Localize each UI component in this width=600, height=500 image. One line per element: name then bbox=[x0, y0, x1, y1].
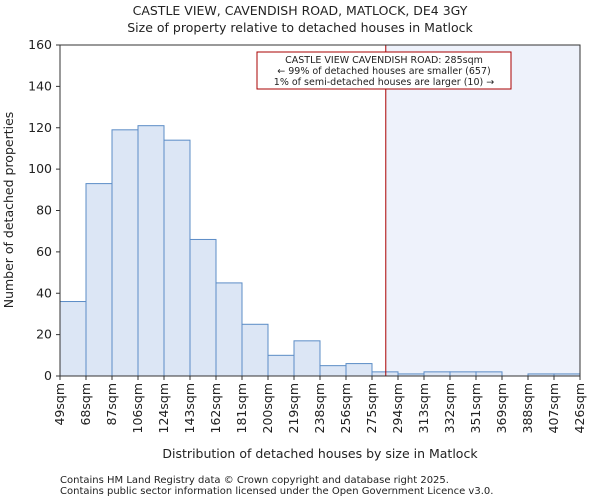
x-tick-label: 87sqm bbox=[104, 383, 119, 426]
y-tick-label: 140 bbox=[28, 78, 52, 93]
bar-332sqm bbox=[449, 371, 477, 377]
x-tick-label: 407sqm bbox=[546, 383, 561, 433]
bar-200sqm bbox=[267, 354, 295, 377]
x-tick-label: 256sqm bbox=[338, 383, 353, 433]
x-tick-label: 351sqm bbox=[468, 383, 483, 433]
bars-group bbox=[59, 125, 581, 377]
x-tick-label: 238sqm bbox=[312, 383, 327, 433]
y-tick-label: 60 bbox=[36, 244, 52, 259]
y-tick-label: 160 bbox=[28, 37, 52, 52]
bar-313sqm bbox=[423, 371, 451, 377]
x-tick-label: 68sqm bbox=[78, 383, 93, 426]
footer-line-1: Contains HM Land Registry data © Crown c… bbox=[60, 475, 449, 486]
bar-219sqm bbox=[293, 340, 321, 377]
x-tick-label: 219sqm bbox=[286, 383, 301, 433]
x-tick-label: 106sqm bbox=[130, 383, 145, 433]
y-tick-label: 100 bbox=[28, 161, 52, 176]
y-axis-label: Number of detached properties bbox=[1, 112, 16, 309]
larger-region-shade bbox=[385, 45, 580, 376]
bar-256sqm bbox=[345, 363, 373, 377]
x-tick-label: 49sqm bbox=[52, 383, 67, 426]
axes-group: 0 20 40 60 80 100 120 140 160 49sqm 68sqm 87sqm 106s… bbox=[28, 37, 587, 433]
x-tick-label: 313sqm bbox=[416, 383, 431, 433]
x-tick-label: 426sqm bbox=[572, 383, 587, 433]
bar-87sqm bbox=[111, 129, 139, 377]
bar-49sqm bbox=[59, 301, 87, 377]
x-tick-label: 275sqm bbox=[364, 383, 379, 433]
y-tick-label: 0 bbox=[44, 368, 52, 383]
x-tick-label: 388sqm bbox=[520, 383, 535, 433]
bar-238sqm bbox=[319, 365, 347, 377]
footer-line-2: Contains public sector information licen… bbox=[60, 486, 493, 497]
bar-106sqm bbox=[137, 125, 165, 377]
x-tick-label: 162sqm bbox=[208, 383, 223, 433]
bar-124sqm bbox=[163, 139, 191, 377]
bar-143sqm bbox=[189, 238, 217, 377]
x-tick-label: 369sqm bbox=[494, 383, 509, 433]
y-tick-label: 20 bbox=[36, 327, 52, 342]
x-tick-label: 181sqm bbox=[234, 383, 249, 433]
bar-181sqm bbox=[241, 323, 269, 377]
bar-351sqm bbox=[475, 371, 503, 377]
bar-275sqm bbox=[371, 371, 399, 377]
bar-162sqm bbox=[215, 282, 243, 377]
annotation-frame bbox=[256, 51, 512, 90]
x-axis-label: Distribution of detached houses by size … bbox=[162, 446, 478, 461]
annotation-line-1: CASTLE VIEW CAVENDISH ROAD: 285sqm bbox=[285, 55, 483, 66]
y-tick-label: 80 bbox=[36, 203, 52, 218]
annotation-box: CASTLE VIEW CAVENDISH ROAD: 285sqm ← 99%… bbox=[256, 51, 512, 90]
y-tick-label: 120 bbox=[28, 120, 52, 135]
x-tick-label: 200sqm bbox=[260, 383, 275, 433]
chart-subtitle: Size of property relative to detached ho… bbox=[127, 20, 473, 35]
x-tick-label: 143sqm bbox=[182, 383, 197, 433]
annotation-line-3: 1% of semi-detached houses are larger (1… bbox=[274, 77, 494, 88]
bar-68sqm bbox=[85, 183, 113, 377]
annotation-line-2: ← 99% of detached houses are smaller (65… bbox=[277, 66, 490, 77]
x-tick-label: 294sqm bbox=[390, 383, 405, 433]
y-tick-label: 40 bbox=[36, 285, 52, 300]
x-tick-label: 332sqm bbox=[442, 383, 457, 433]
x-tick-label: 124sqm bbox=[156, 383, 171, 433]
chart-title: CASTLE VIEW, CAVENDISH ROAD, MATLOCK, DE… bbox=[133, 3, 468, 18]
